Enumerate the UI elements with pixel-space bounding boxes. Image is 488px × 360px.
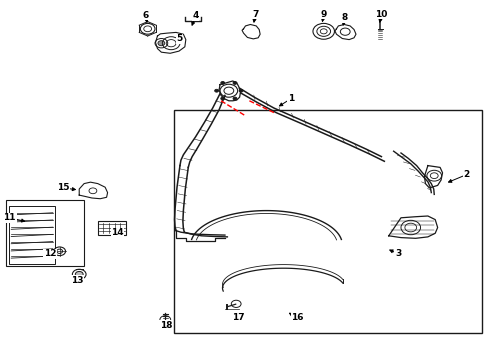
Bar — [98, 221, 126, 235]
Text: 10: 10 — [374, 10, 387, 19]
Circle shape — [233, 81, 236, 84]
Circle shape — [75, 271, 83, 277]
Text: 2: 2 — [463, 170, 468, 179]
Text: 7: 7 — [251, 10, 258, 19]
Text: 5: 5 — [176, 34, 182, 43]
Text: 15: 15 — [57, 184, 70, 192]
Circle shape — [158, 41, 164, 46]
Bar — [9, 206, 55, 264]
Circle shape — [233, 97, 236, 100]
Circle shape — [221, 97, 224, 100]
Text: 18: 18 — [160, 321, 172, 330]
Text: 6: 6 — [142, 10, 148, 19]
Text: 13: 13 — [71, 276, 83, 284]
Circle shape — [221, 81, 224, 84]
Text: 4: 4 — [192, 12, 199, 21]
Text: 1: 1 — [287, 94, 293, 103]
Text: 9: 9 — [320, 10, 326, 19]
Text: 11: 11 — [3, 213, 16, 222]
Text: 17: 17 — [232, 313, 244, 322]
Text: 14: 14 — [111, 228, 123, 237]
Circle shape — [239, 89, 243, 92]
Circle shape — [214, 89, 218, 92]
Text: 16: 16 — [290, 313, 303, 322]
Bar — [173, 110, 481, 333]
Text: 3: 3 — [394, 249, 400, 258]
Text: 12: 12 — [43, 249, 56, 258]
Bar — [6, 200, 84, 266]
Text: 8: 8 — [341, 13, 347, 22]
